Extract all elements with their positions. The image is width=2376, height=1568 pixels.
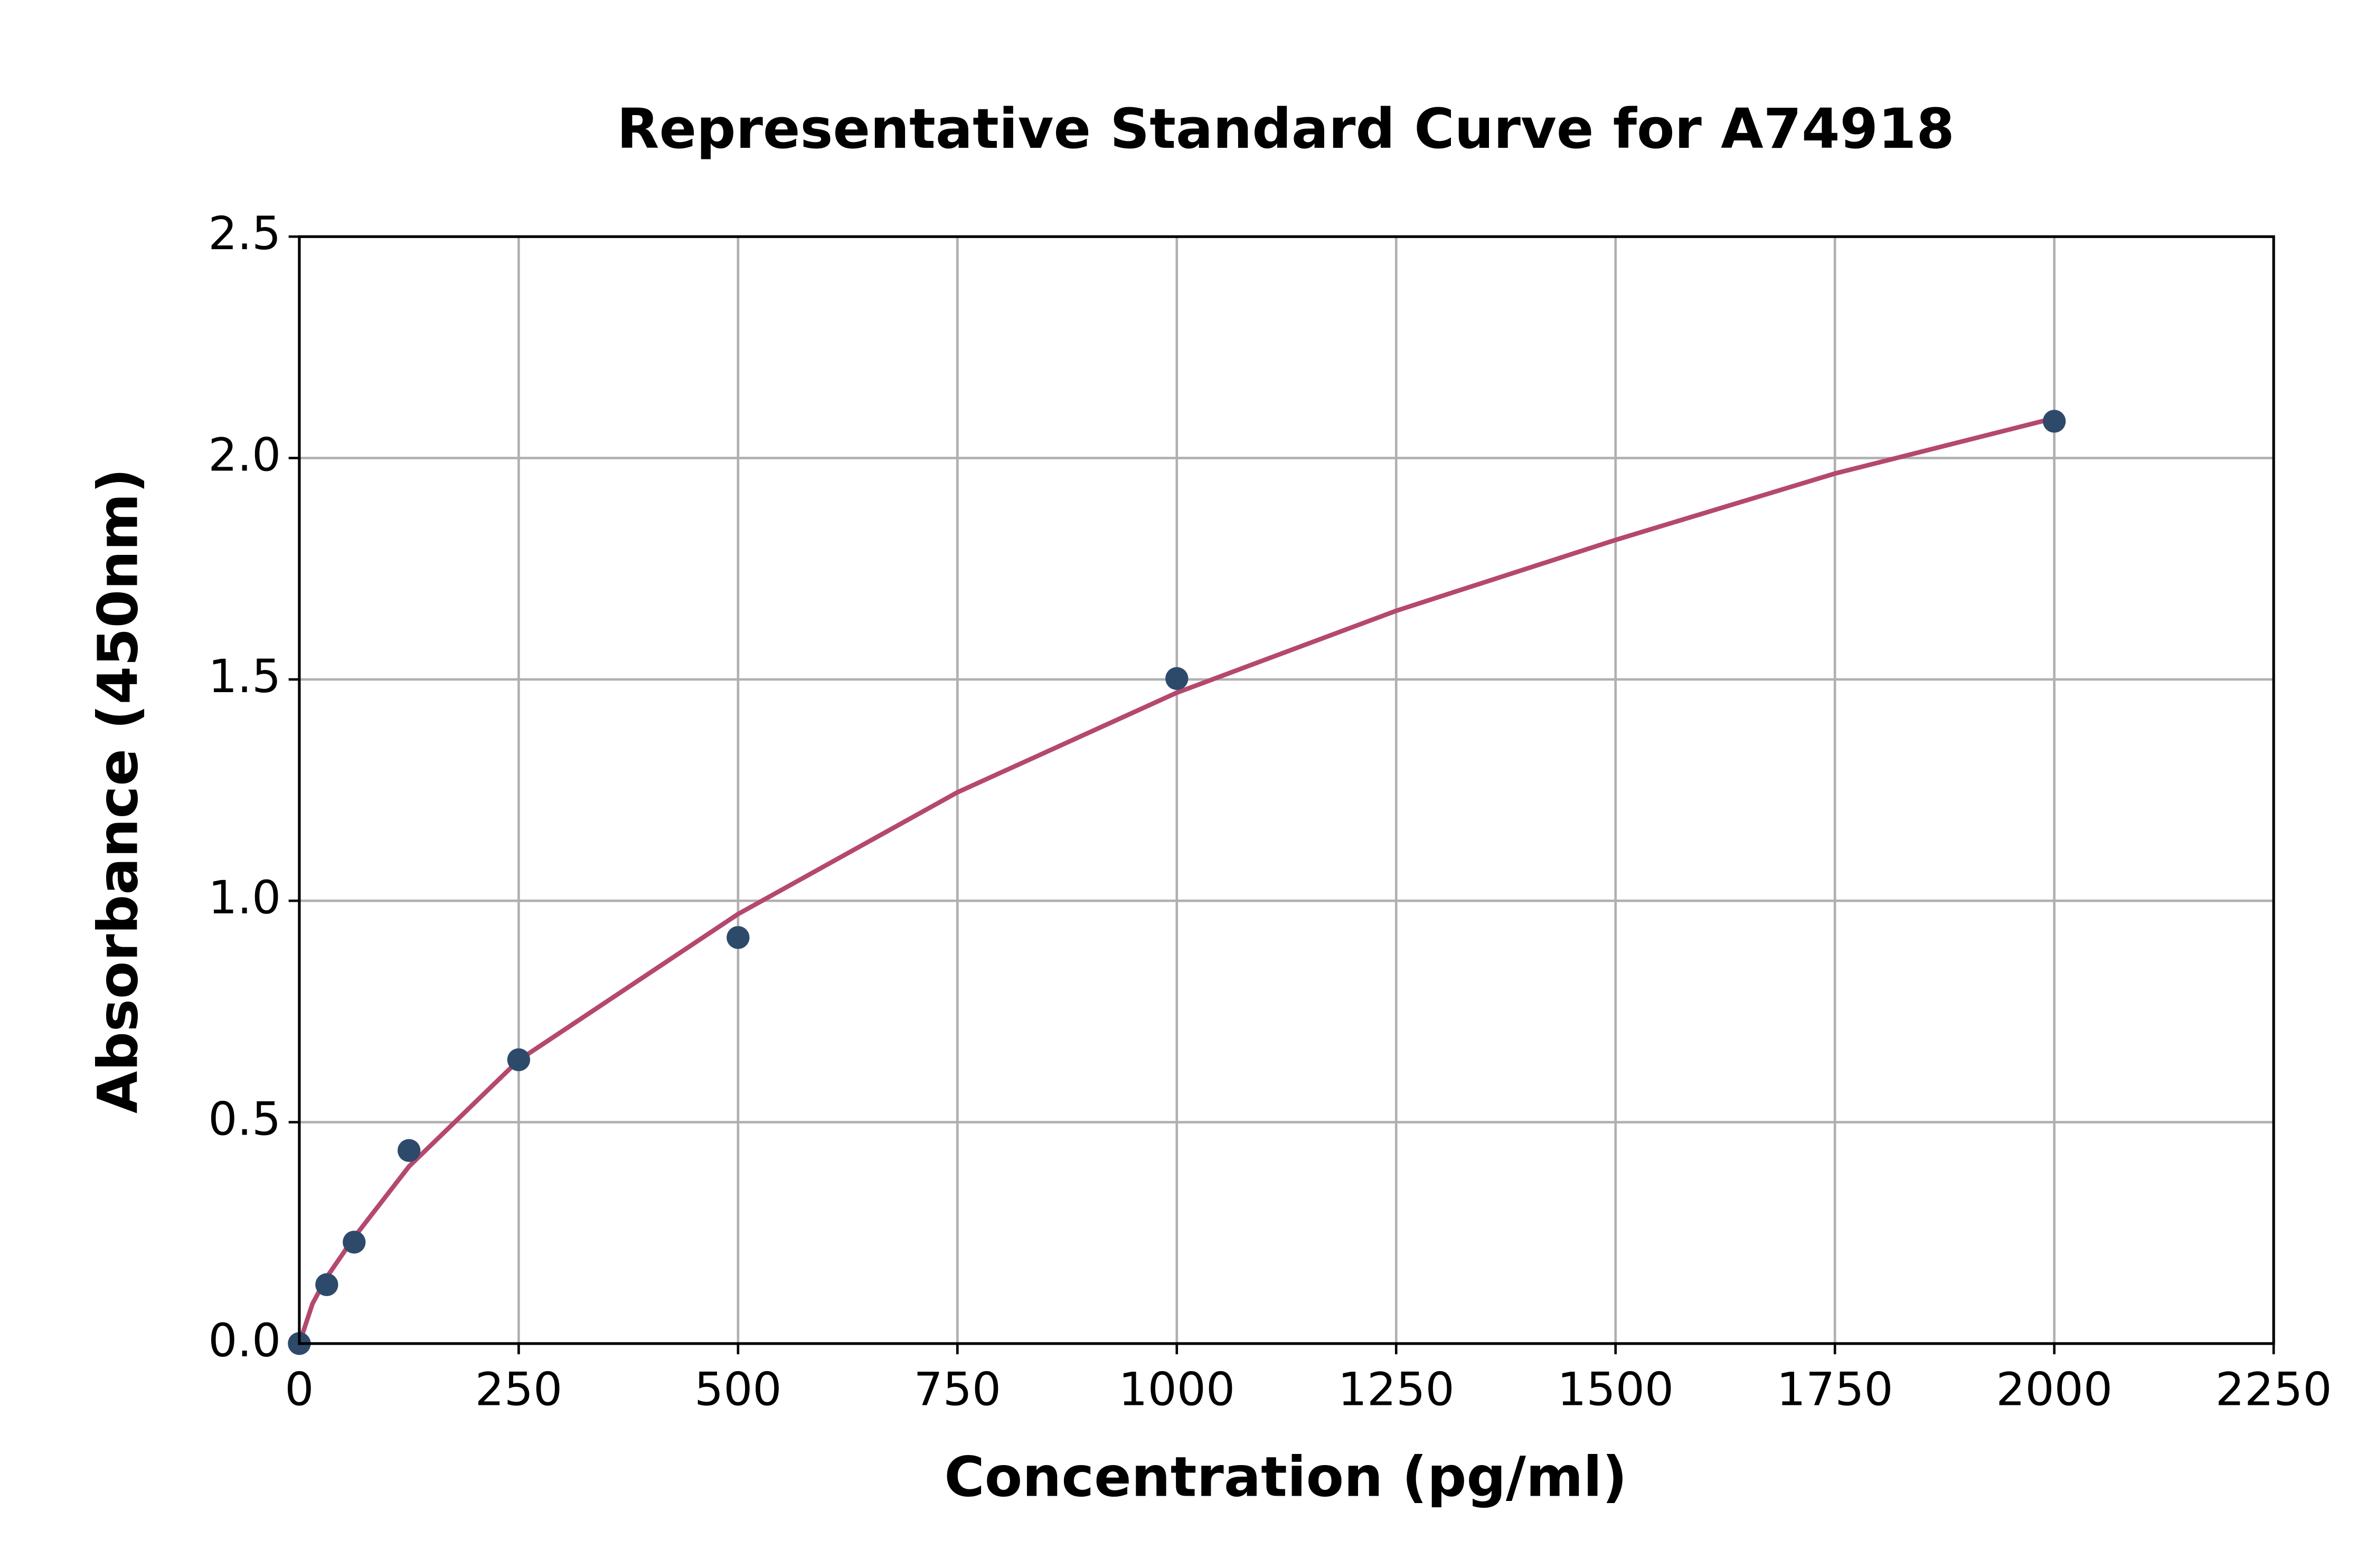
- data-point: [507, 1048, 531, 1071]
- x-tick-label: 500: [694, 1363, 782, 1416]
- x-tick-label: 1750: [1777, 1363, 1893, 1416]
- x-tick-label: 1500: [1557, 1363, 1674, 1416]
- y-axis-label: Absorbance (450nm): [86, 468, 150, 1113]
- y-tick-label: 2.5: [208, 207, 281, 260]
- x-tick-label: 2000: [1996, 1363, 2113, 1416]
- x-tick-label: 2250: [2215, 1363, 2332, 1416]
- x-tick-label: 750: [914, 1363, 1002, 1416]
- x-axis-label: Concentration (pg/ml): [944, 1444, 1627, 1509]
- y-tick-label: 1.0: [208, 871, 281, 924]
- y-tick-label: 0.0: [208, 1314, 281, 1367]
- chart-title: Representative Standard Curve for A74918: [617, 97, 1955, 161]
- data-point: [397, 1139, 421, 1162]
- y-tick-label: 2.0: [208, 428, 281, 481]
- y-tick-label: 1.5: [208, 650, 281, 703]
- data-point: [1165, 667, 1189, 690]
- data-point: [343, 1231, 366, 1254]
- data-point: [315, 1273, 338, 1297]
- x-tick-label: 0: [285, 1363, 314, 1416]
- y-tick-label: 0.5: [208, 1092, 281, 1146]
- x-tick-label: 250: [475, 1363, 563, 1416]
- data-point: [727, 926, 750, 949]
- x-tick-label: 1000: [1118, 1363, 1235, 1416]
- x-tick-label: 1250: [1338, 1363, 1455, 1416]
- plot-frame: [298, 235, 2275, 1345]
- data-point: [2042, 410, 2066, 433]
